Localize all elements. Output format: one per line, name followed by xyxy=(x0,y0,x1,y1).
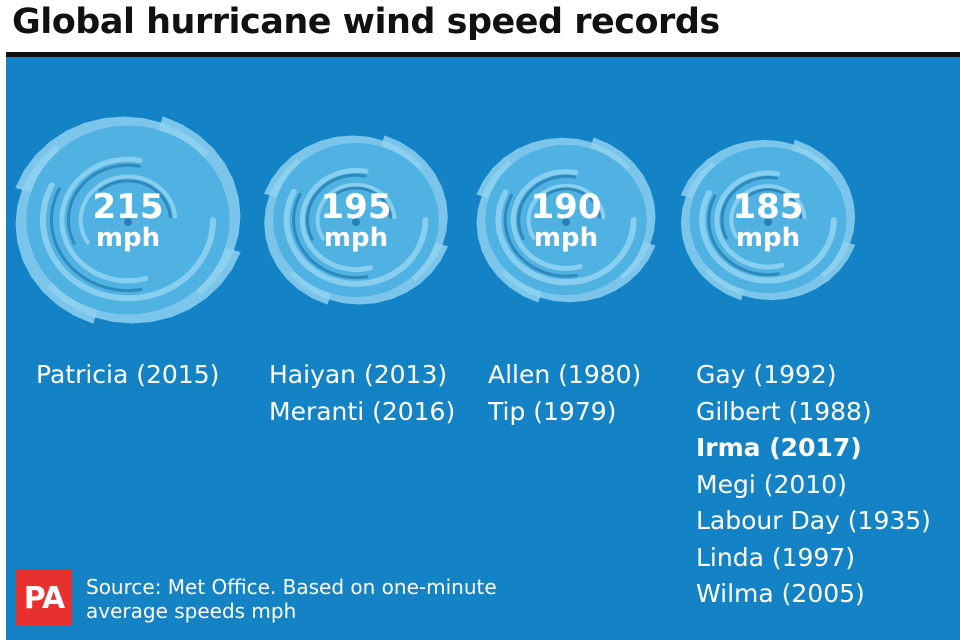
storm-name: Allen (1980) xyxy=(488,360,642,389)
storm-name: Gay (1992) xyxy=(696,360,837,389)
storm-name: Linda (1997) xyxy=(696,542,855,572)
storm-list-185: Gay (1992) Gilbert (1988) Irma (2017) Megi … xyxy=(696,357,931,613)
storm-name: Patricia (2015) xyxy=(36,360,220,389)
storm-list-195: Haiyan (2013) Meranti (2016) xyxy=(269,357,455,430)
storm-name: Irma (2017) xyxy=(696,433,862,462)
storm-name: Megi (2010) xyxy=(696,469,847,499)
chart-title: Global hurricane wind speed records xyxy=(12,2,720,42)
storm-name: Haiyan (2013) xyxy=(269,360,448,389)
speed-unit-label: mph xyxy=(534,223,598,253)
storm-name: Wilma (2005) xyxy=(696,579,865,608)
speed-value-215: 215 xyxy=(93,187,164,227)
storm-list-215: Patricia (2015) xyxy=(36,357,219,394)
pa-logo: PA xyxy=(16,570,72,626)
speed-unit-label: mph xyxy=(736,223,800,253)
speed-unit-label: mph xyxy=(324,223,388,253)
speed-value-185: 185 xyxy=(733,187,804,227)
chart-panel: 215 mph 195 mph 190 mph 185 mph Patricia (2015)… xyxy=(6,57,960,640)
speed-value-190: 190 xyxy=(531,187,602,227)
storm-name: Meranti (2016) xyxy=(269,396,456,426)
storm-name: Labour Day (1935) xyxy=(696,506,931,535)
storm-name: Gilbert (1988) xyxy=(696,396,872,426)
storm-name: Tip (1979) xyxy=(488,396,617,426)
speed-value-195: 195 xyxy=(321,187,392,227)
storm-list-190: Allen (1980) Tip (1979) xyxy=(488,357,641,430)
speed-unit-label: mph xyxy=(96,223,160,253)
title-rule xyxy=(6,52,960,57)
source-note: Source: Met Office. Based on one-minute … xyxy=(86,575,497,623)
